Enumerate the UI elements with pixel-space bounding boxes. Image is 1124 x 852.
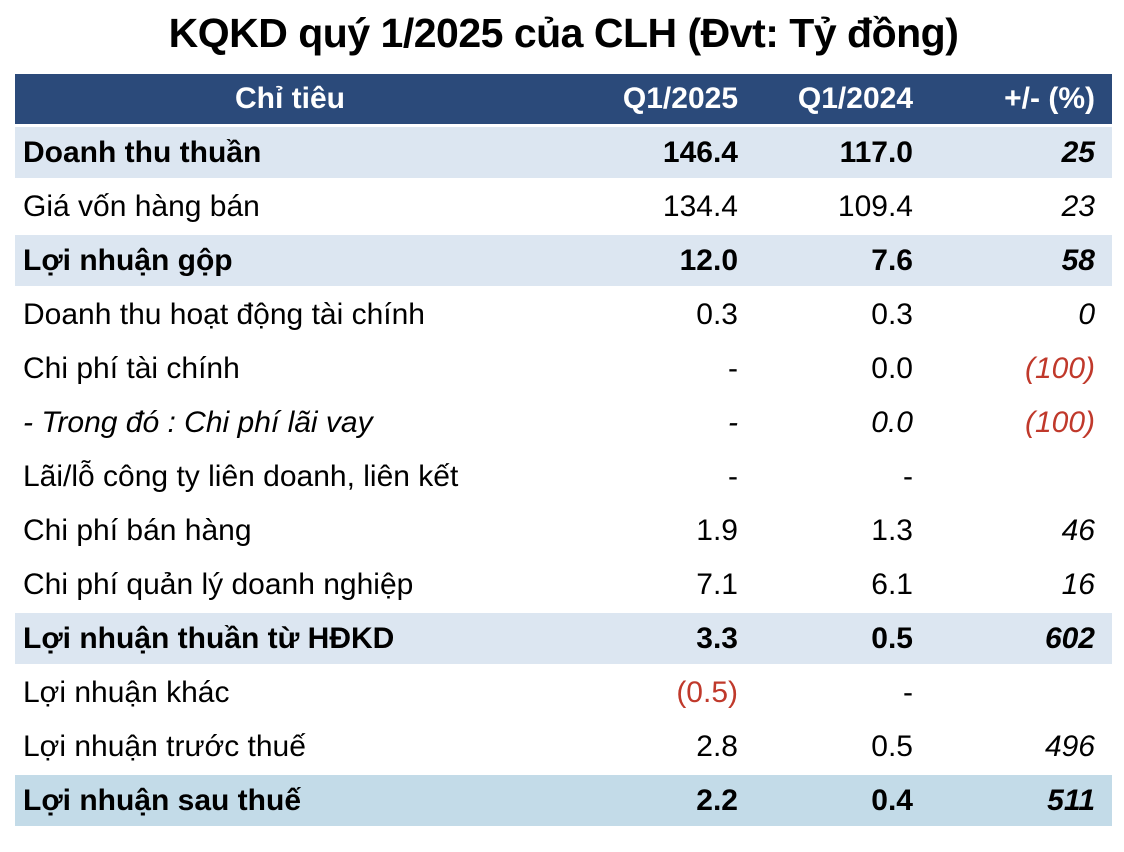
row-label: - Trong đó : Chi phí lãi vay <box>15 395 565 451</box>
table-body: Doanh thu thuần 146.4 117.0 25 Giá vốn h… <box>15 125 1112 829</box>
row-label: Lợi nhuận trước thuế <box>15 719 565 775</box>
row-label: Lợi nhuận khác <box>15 665 565 721</box>
value-change: (100) <box>930 341 1112 397</box>
table-row: Doanh thu hoạt động tài chính 0.3 0.3 0 <box>15 287 1112 343</box>
results-table: Chỉ tiêu Q1/2025 Q1/2024 +/- (%) Doanh t… <box>15 74 1112 829</box>
row-label: Chi phí bán hàng <box>15 503 565 559</box>
value-change: 602 <box>930 611 1112 667</box>
table-row: Chi phí tài chính - 0.0 (100) <box>15 341 1112 397</box>
table-row: Lãi/lỗ công ty liên doanh, liên kết - - <box>15 449 1112 505</box>
table-header: Chỉ tiêu Q1/2025 Q1/2024 +/- (%) <box>15 74 1112 127</box>
value-q1-2025: 2.2 <box>565 773 755 829</box>
value-change: 496 <box>930 719 1112 775</box>
row-label: Chi phí tài chính <box>15 341 565 397</box>
value-q1-2025: 146.4 <box>565 125 755 181</box>
value-q1-2024: 0.0 <box>755 341 930 397</box>
value-change <box>930 449 1112 505</box>
row-label: Chi phí quản lý doanh nghiệp <box>15 557 565 613</box>
value-q1-2024: 0.0 <box>755 395 930 451</box>
table-row: Lợi nhuận thuần từ HĐKD 3.3 0.5 602 <box>15 611 1112 667</box>
table-row: Chi phí bán hàng 1.9 1.3 46 <box>15 503 1112 559</box>
header-q1-2024: Q1/2024 <box>755 74 930 127</box>
value-change: 16 <box>930 557 1112 613</box>
header-chi-tieu: Chỉ tiêu <box>15 74 565 127</box>
value-q1-2025: - <box>565 341 755 397</box>
value-q1-2024: 6.1 <box>755 557 930 613</box>
value-q1-2025: 134.4 <box>565 179 755 235</box>
table-row: - Trong đó : Chi phí lãi vay - 0.0 (100) <box>15 395 1112 451</box>
table-row: Doanh thu thuần 146.4 117.0 25 <box>15 125 1112 181</box>
value-change: 23 <box>930 179 1112 235</box>
row-label: Lãi/lỗ công ty liên doanh, liên kết <box>15 449 565 505</box>
value-q1-2025: - <box>565 395 755 451</box>
row-label: Lợi nhuận thuần từ HĐKD <box>15 611 565 667</box>
header-change-pct: +/- (%) <box>930 74 1112 127</box>
value-q1-2024: - <box>755 449 930 505</box>
value-q1-2024: 109.4 <box>755 179 930 235</box>
value-q1-2024: 1.3 <box>755 503 930 559</box>
value-q1-2024: - <box>755 665 930 721</box>
value-q1-2025: 2.8 <box>565 719 755 775</box>
row-label: Giá vốn hàng bán <box>15 179 565 235</box>
value-q1-2025: 7.1 <box>565 557 755 613</box>
table-row: Lợi nhuận khác (0.5) - <box>15 665 1112 721</box>
row-label: Lợi nhuận gộp <box>15 233 565 289</box>
value-q1-2025: - <box>565 449 755 505</box>
value-change: 58 <box>930 233 1112 289</box>
value-change: 46 <box>930 503 1112 559</box>
value-q1-2024: 0.5 <box>755 611 930 667</box>
value-q1-2025: 1.9 <box>565 503 755 559</box>
value-q1-2025: 12.0 <box>565 233 755 289</box>
value-change: 0 <box>930 287 1112 343</box>
table-row: Giá vốn hàng bán 134.4 109.4 23 <box>15 179 1112 235</box>
row-label: Lợi nhuận sau thuế <box>15 773 565 829</box>
value-q1-2024: 7.6 <box>755 233 930 289</box>
value-change: 25 <box>930 125 1112 181</box>
row-label: Doanh thu hoạt động tài chính <box>15 287 565 343</box>
value-q1-2025: 0.3 <box>565 287 755 343</box>
table-row: Lợi nhuận gộp 12.0 7.6 58 <box>15 233 1112 289</box>
row-label: Doanh thu thuần <box>15 125 565 181</box>
value-q1-2024: 0.4 <box>755 773 930 829</box>
table-row: Lợi nhuận trước thuế 2.8 0.5 496 <box>15 719 1112 775</box>
value-q1-2025: (0.5) <box>565 665 755 721</box>
value-q1-2024: 117.0 <box>755 125 930 181</box>
page-title: KQKD quý 1/2025 của CLH (Đvt: Tỷ đồng) <box>168 10 959 56</box>
header-q1-2025: Q1/2025 <box>565 74 755 127</box>
table-row: Chi phí quản lý doanh nghiệp 7.1 6.1 16 <box>15 557 1112 613</box>
value-change <box>930 665 1112 721</box>
value-q1-2025: 3.3 <box>565 611 755 667</box>
value-change: 511 <box>930 773 1112 829</box>
table-row: Lợi nhuận sau thuế 2.2 0.4 511 <box>15 773 1112 829</box>
header-row: Chỉ tiêu Q1/2025 Q1/2024 +/- (%) <box>15 74 1112 127</box>
page: KQKD quý 1/2025 của CLH (Đvt: Tỷ đồng) C… <box>15 10 1112 829</box>
value-q1-2024: 0.5 <box>755 719 930 775</box>
value-q1-2024: 0.3 <box>755 287 930 343</box>
value-change: (100) <box>930 395 1112 451</box>
